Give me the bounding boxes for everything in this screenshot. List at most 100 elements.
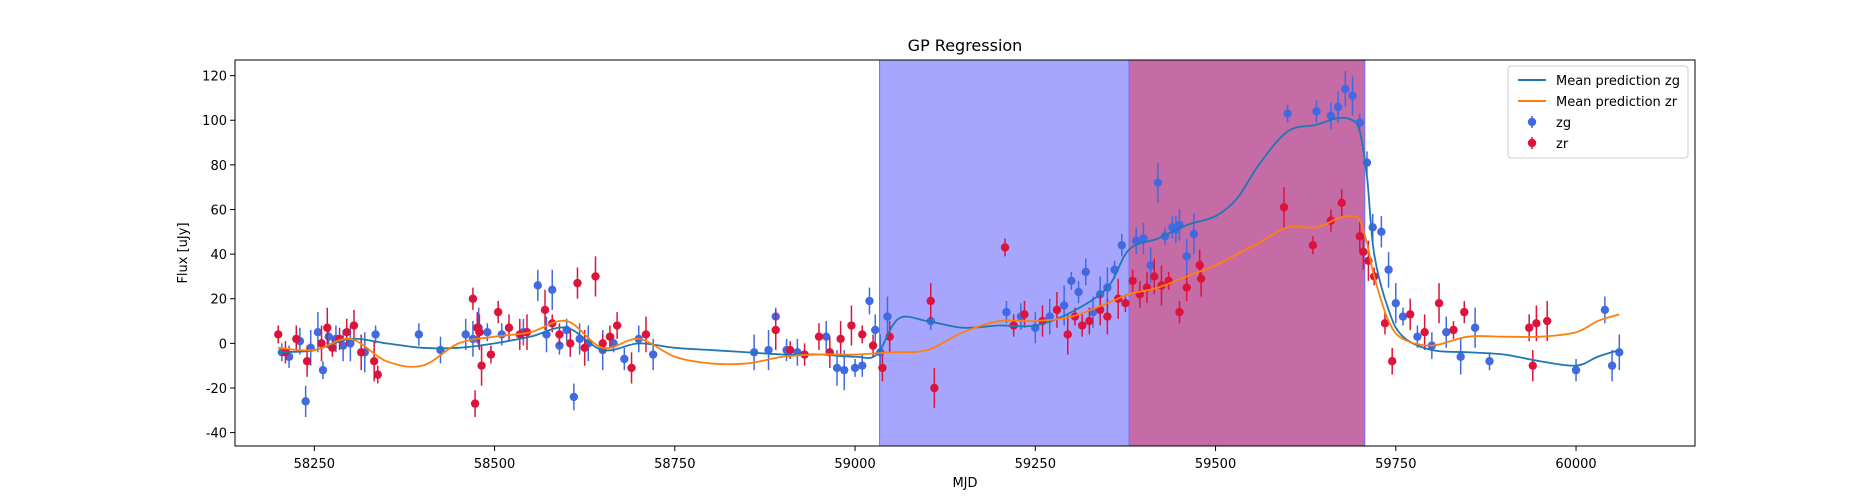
zg-point — [1600, 305, 1610, 315]
zr-point — [1175, 307, 1184, 317]
y-tick-label: -40 — [206, 427, 227, 442]
zg-point — [1368, 223, 1377, 232]
zg-point — [1456, 352, 1465, 361]
zg-point — [1413, 332, 1422, 341]
legend-marker-4 — [1527, 138, 1537, 148]
x-tick-label: 60000 — [1555, 457, 1596, 472]
zg-point — [865, 296, 874, 306]
zr-point — [274, 330, 283, 339]
zg-point — [338, 341, 348, 350]
zg-point — [1398, 312, 1408, 321]
zr-point — [1528, 361, 1537, 370]
zg-point — [1348, 91, 1357, 100]
zg-point — [483, 328, 492, 337]
zr-point — [836, 334, 845, 344]
zr-point — [1150, 272, 1159, 281]
x-tick-label: 59500 — [1195, 457, 1236, 472]
zg-point — [1283, 109, 1292, 118]
zg-point — [850, 363, 860, 373]
zg-point — [1377, 227, 1386, 237]
zg-point — [1470, 323, 1480, 332]
zg-point — [533, 281, 543, 290]
zr-point — [1121, 299, 1130, 308]
zg-point — [840, 365, 849, 375]
zr-point — [926, 296, 935, 306]
zr-point — [1337, 198, 1346, 207]
zg-point — [1045, 312, 1054, 321]
zr-point — [373, 370, 382, 379]
zg-point — [1117, 240, 1127, 250]
legend-label-1: Mean prediction zg — [1556, 74, 1680, 89]
zr-point — [847, 321, 856, 330]
x-tick-label: 58250 — [294, 457, 335, 472]
zg-point — [648, 350, 658, 359]
zr-point — [349, 321, 359, 330]
shaded-region-2 — [1128, 59, 1366, 447]
zr-point — [1063, 330, 1072, 339]
x-tick-label: 59250 — [1015, 457, 1056, 472]
legend-marker-3 — [1527, 117, 1537, 127]
zr-point — [1387, 357, 1397, 366]
zr-point — [591, 272, 600, 281]
zr-point — [1196, 274, 1206, 283]
zg-point — [1081, 267, 1090, 277]
zr-point — [627, 363, 636, 373]
zg-point — [1182, 252, 1191, 261]
zg-point — [832, 363, 842, 373]
zr-point — [1020, 310, 1029, 319]
zg-point — [1153, 178, 1163, 187]
plot-area-frame — [234, 59, 1696, 447]
y-tick-label: 120 — [202, 70, 227, 85]
zr-point — [475, 328, 484, 337]
zr-point — [323, 323, 332, 332]
zg-point — [1074, 287, 1083, 297]
zr-point — [930, 383, 939, 393]
zr-point — [1449, 325, 1458, 335]
y-axis-label: Flux [uJy] — [176, 222, 191, 283]
zg-point — [1326, 111, 1336, 120]
mean-prediction-zg-line — [278, 116, 1620, 367]
zg-point — [318, 365, 328, 375]
zr-point — [1103, 312, 1112, 321]
zg-point — [1067, 276, 1076, 286]
zg-point — [414, 330, 424, 339]
zg-point — [1442, 328, 1451, 337]
zr-point — [317, 339, 326, 348]
x-axis-label: MJD — [952, 476, 977, 491]
zr-point — [1128, 276, 1137, 286]
legend-label-3: zg — [1556, 116, 1571, 131]
zr-point — [504, 323, 514, 332]
zg-point — [1341, 84, 1350, 94]
zr-point — [342, 328, 351, 337]
zg-point — [346, 339, 355, 348]
zr-point — [771, 325, 780, 335]
zr-point — [1085, 316, 1094, 326]
legend-label-4: zr — [1556, 137, 1569, 152]
zr-point — [1355, 232, 1364, 241]
zr-point — [612, 321, 622, 330]
zg-point — [1002, 307, 1011, 317]
y-tick-label: 80 — [210, 159, 227, 174]
zg-point — [1615, 348, 1624, 357]
y-tick-label: -20 — [206, 382, 227, 397]
zg-point — [1571, 365, 1581, 375]
y-tick-label: 20 — [210, 293, 227, 308]
zr-point — [477, 361, 486, 370]
zr-point — [369, 357, 379, 366]
zr-point — [1420, 328, 1429, 337]
zr-point — [868, 341, 878, 350]
zr-point — [1460, 307, 1469, 317]
zr-point — [470, 399, 480, 408]
zg-point — [497, 330, 506, 339]
zr-point — [785, 345, 795, 355]
mean-prediction-zr-line — [278, 215, 1620, 368]
zr-point — [1195, 261, 1204, 270]
zr-point — [1000, 243, 1010, 252]
zr-point — [486, 350, 496, 359]
zr-point — [573, 278, 582, 288]
zr-point — [605, 332, 615, 341]
zr-point — [1524, 323, 1534, 332]
zg-point — [1189, 229, 1199, 239]
zg-point — [313, 328, 323, 337]
